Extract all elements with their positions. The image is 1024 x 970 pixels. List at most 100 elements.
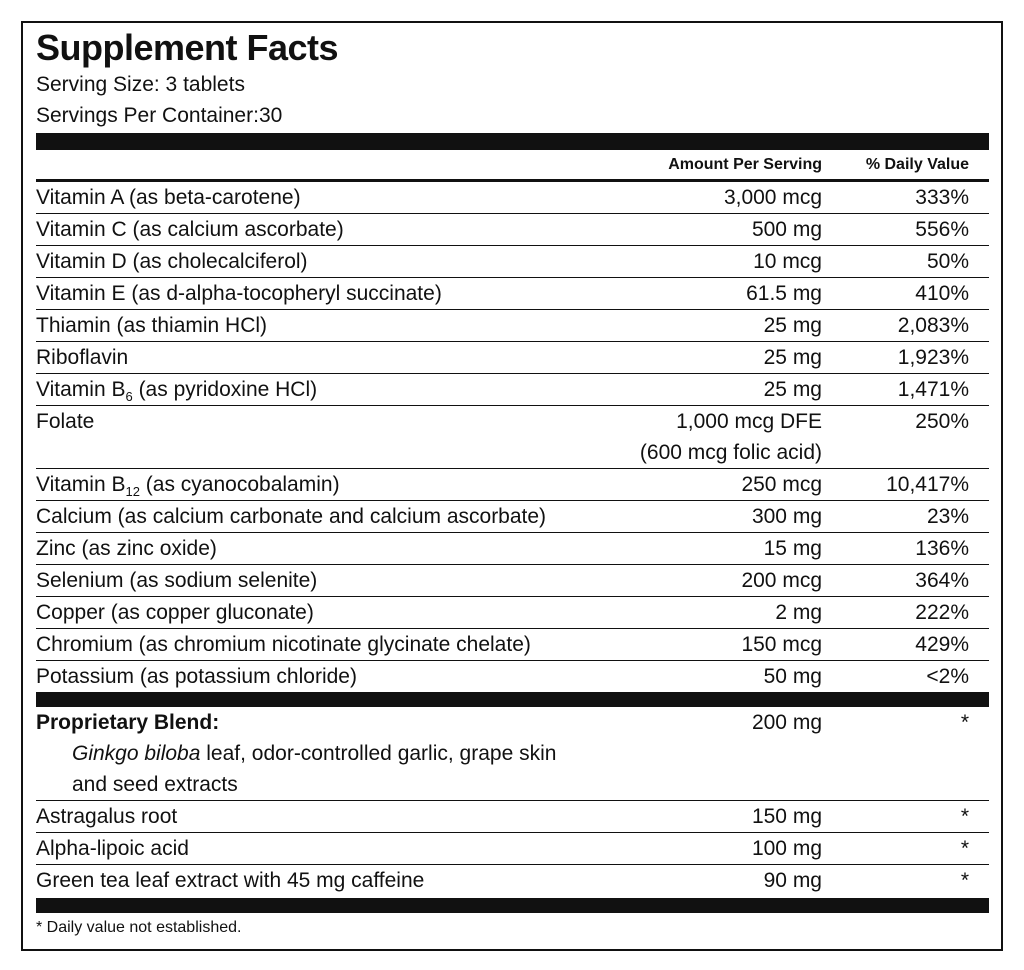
nutrient-row: Vitamin B6 (as pyridoxine HCl) 25 mg 1,471… [36,374,989,406]
amount-text: 250 mcg [741,473,822,496]
name-text: Vitamin B [36,378,126,401]
servings-per-container: Servings Per Container:30 [36,104,283,127]
daily-value: <2% [926,665,969,688]
amount-text: 1,000 mcg DFE [676,410,822,433]
nutrient-row: Vitamin A (as beta-carotene) 3,000 mcg 333… [36,182,989,214]
amount-text: 3,000 mcg [723,186,822,209]
daily-value: 136% [915,537,969,560]
daily-value: 1,471% [897,378,969,401]
daily-value: 250% [915,410,969,433]
daily-value: * [960,805,969,828]
divider-bar [36,692,989,707]
nutrient-row: Thiamin (as thiamin HCl) 25 mg 2,083% [36,310,989,342]
amount: 25 mg [602,342,822,373]
amount-text: 500 mg [751,218,822,241]
name-text: Vitamin B [36,473,126,496]
name-text: Vitamin C (as calcium ascorbate) [36,218,344,241]
footnote: * Daily value not established. [36,919,242,936]
amount: 1,000 mcg DFE (600 mcg folic acid) [502,406,822,468]
facts-content: Supplement Facts Serving Size: 3 tablets… [36,23,989,937]
nutrient-name: Vitamin B6 (as pyridoxine HCl) [36,374,602,405]
name-text: Vitamin A (as beta-carotene) [36,186,301,209]
daily-value: 333% [915,186,969,209]
amount: 500 mg [602,214,822,245]
nutrient-row: Riboflavin 25 mg 1,923% [36,342,989,374]
nutrient-list: Vitamin A (as beta-carotene) 3,000 mcg 333… [36,182,989,692]
nutrient-name: Vitamin B12 (as cyanocobalamin) [36,469,602,500]
daily-value: 556% [915,218,969,241]
column-header: Amount Per Serving % Daily Value [36,150,989,182]
blend-amount: 200 mg [751,711,822,734]
name-text: Zinc (as zinc oxide) [36,537,217,560]
name-subscript: 6 [125,389,133,405]
nutrient-row: Zinc (as zinc oxide) 15 mg 136% [36,533,989,565]
amount-text: 61.5 mg [746,282,822,305]
title: Supplement Facts [36,27,339,68]
amount: 61.5 mg [602,278,822,309]
nutrient-name: Zinc (as zinc oxide) [36,533,602,564]
nutrient-row: Vitamin C (as calcium ascorbate) 500 mg 55… [36,214,989,246]
nutrient-row: Vitamin B12 (as cyanocobalamin) 250 mcg 10… [36,469,989,501]
amount-text: 200 mcg [741,569,822,592]
daily-value: * [960,837,969,860]
amount: 250 mcg [602,469,822,500]
amount-text: 300 mg [751,505,822,528]
name-text: Riboflavin [36,346,129,369]
amount: 200 mcg [602,565,822,596]
amount: 150 mg [602,801,822,832]
amount: 25 mg [602,374,822,405]
amount: 10 mcg [602,246,822,277]
amount-header: Amount Per Serving [668,155,822,173]
blend-description: Ginkgo biloba leaf, odor-controlled garl… [36,738,592,800]
amount-text: 50 mg [763,665,822,688]
nutrient-name: Folate [36,406,502,468]
name-text: Calcium (as calcium carbonate and calciu… [36,505,547,528]
amount-text: 2 mg [775,601,822,624]
serving-size: Serving Size: 3 tablets [36,73,245,96]
daily-value: 410% [915,282,969,305]
blend-name: Proprietary Blend: [36,711,220,734]
amount-text: 150 mcg [741,633,822,656]
nutrient-name: Chromium (as chromium nicotinate glycina… [36,629,602,660]
name-text: Folate [36,410,95,433]
name-text: Potassium (as potassium chloride) [36,665,357,688]
name-text: Astragalus root [36,805,178,828]
nutrient-name: Copper (as copper gluconate) [36,597,602,628]
nutrient-row: Folate 1,000 mcg DFE (600 mcg folic acid) 2… [36,406,989,469]
amount: 15 mg [602,533,822,564]
nutrient-name: Selenium (as sodium selenite) [36,565,602,596]
nutrient-name: Calcium (as calcium carbonate and calciu… [36,501,602,532]
name-text: (as cyanocobalamin) [139,473,340,496]
amount: 150 mcg [602,629,822,660]
nutrient-row: Astragalus root 150 mg * [36,801,989,833]
divider-bar [36,898,989,913]
divider-bar [36,133,989,150]
amount-note: (600 mcg folic acid) [639,441,822,464]
amount-text: 90 mg [763,869,822,892]
amount-text: 100 mg [751,837,822,860]
nutrient-row: Potassium (as potassium chloride) 50 mg <2… [36,661,989,692]
name-text: Vitamin E (as d-alpha-tocopheryl succina… [36,282,442,305]
amount: 50 mg [602,661,822,692]
daily-value: 50% [926,250,969,273]
daily-value: 429% [915,633,969,656]
other-list: Astragalus root 150 mg * Alpha-lipoic acid 1… [36,801,989,896]
nutrient-row: Vitamin E (as d-alpha-tocopheryl succina… [36,278,989,310]
daily-value: 23% [926,505,969,528]
nutrient-name: Green tea leaf extract with 45 mg caffei… [36,865,602,896]
amount-text: 15 mg [763,537,822,560]
daily-value: 10,417% [886,473,969,496]
name-text: Vitamin D (as cholecalciferol) [36,250,308,273]
amount-text: 25 mg [763,346,822,369]
nutrient-row: Alpha-lipoic acid 100 mg * [36,833,989,865]
daily-value: * [960,869,969,892]
nutrient-name: Riboflavin [36,342,602,373]
nutrient-name: Alpha-lipoic acid [36,833,602,864]
name-text: Green tea leaf extract with 45 mg caffei… [36,869,425,892]
daily-value: 1,923% [897,346,969,369]
name-text: (as pyridoxine HCl) [132,378,318,401]
nutrient-name: Potassium (as potassium chloride) [36,661,602,692]
amount: 300 mg [602,501,822,532]
name-text: Copper (as copper gluconate) [36,601,314,624]
